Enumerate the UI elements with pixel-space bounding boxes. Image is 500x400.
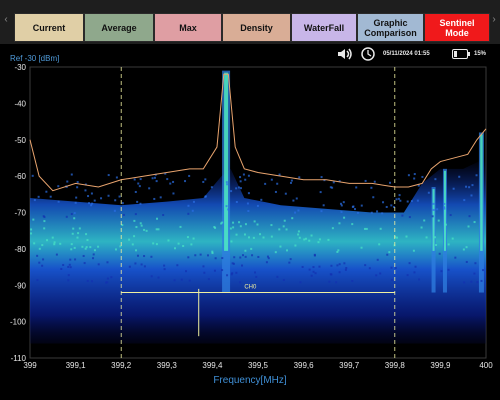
clock-icon	[361, 44, 375, 64]
y-tick-label: -70	[14, 209, 26, 218]
y-tick-label: -110	[11, 354, 27, 363]
signal-peak-core-3	[443, 170, 446, 251]
y-tick-label: -50	[14, 136, 26, 145]
x-tick-label: 399,6	[294, 361, 315, 370]
x-tick-label: 399,3	[157, 361, 178, 370]
tab-average[interactable]: Average	[84, 13, 154, 42]
density-plot	[30, 70, 486, 344]
y-tick-label: -80	[14, 245, 26, 254]
x-axis-title: Frequency[MHz]	[213, 375, 287, 386]
x-tick-label: 400	[479, 361, 493, 370]
y-tick-label: -40	[14, 99, 26, 108]
chevron-right-icon[interactable]: ›	[492, 14, 496, 25]
x-tick-label: 399	[23, 361, 37, 370]
volume-icon[interactable]	[337, 44, 353, 64]
signal-peak-core-4	[480, 134, 483, 251]
status-bar: 05/11/2024 01:55 15%	[0, 44, 500, 64]
tab-waterfall[interactable]: WaterFall	[291, 13, 357, 42]
trace-line	[29, 73, 487, 192]
tab-sentinel-mode[interactable]: Sentinel Mode	[424, 13, 490, 42]
x-tick-label: 399,1	[66, 361, 87, 370]
max-hold-trace	[29, 73, 487, 192]
datetime-readout: 05/11/2024 01:55	[383, 51, 430, 57]
x-tick-label: 399,2	[111, 361, 132, 370]
x-tick-label: 399,7	[339, 361, 360, 370]
x-tick-label: 399,9	[430, 361, 451, 370]
x-tick-label: 399,4	[202, 361, 223, 370]
tab-max[interactable]: Max	[154, 13, 222, 42]
chevron-left-icon[interactable]: ‹	[4, 14, 8, 25]
y-tick-label: -30	[14, 63, 26, 72]
density-band	[30, 157, 486, 344]
signal-peak-core-1	[224, 72, 229, 251]
y-tick-label: -90	[14, 281, 26, 290]
tab-current[interactable]: Current	[14, 13, 84, 42]
y-tick-label: -60	[14, 172, 26, 181]
x-tick-label: 399,8	[385, 361, 406, 370]
tab-density[interactable]: Density	[222, 13, 291, 42]
density-speckles	[30, 172, 485, 284]
reference-level-label: Ref -30 [dBm]	[10, 54, 60, 63]
frequency-markers[interactable]	[120, 67, 396, 358]
tab-graphic-comparison[interactable]: Graphic Comparison	[357, 13, 424, 42]
channel-label: CH0	[244, 285, 257, 291]
signal-peak-core-2	[432, 189, 435, 251]
battery-icon	[452, 44, 470, 64]
x-tick-label: 399,5	[248, 361, 269, 370]
battery-level: 15%	[474, 51, 487, 57]
y-tick-label: -100	[10, 318, 27, 327]
